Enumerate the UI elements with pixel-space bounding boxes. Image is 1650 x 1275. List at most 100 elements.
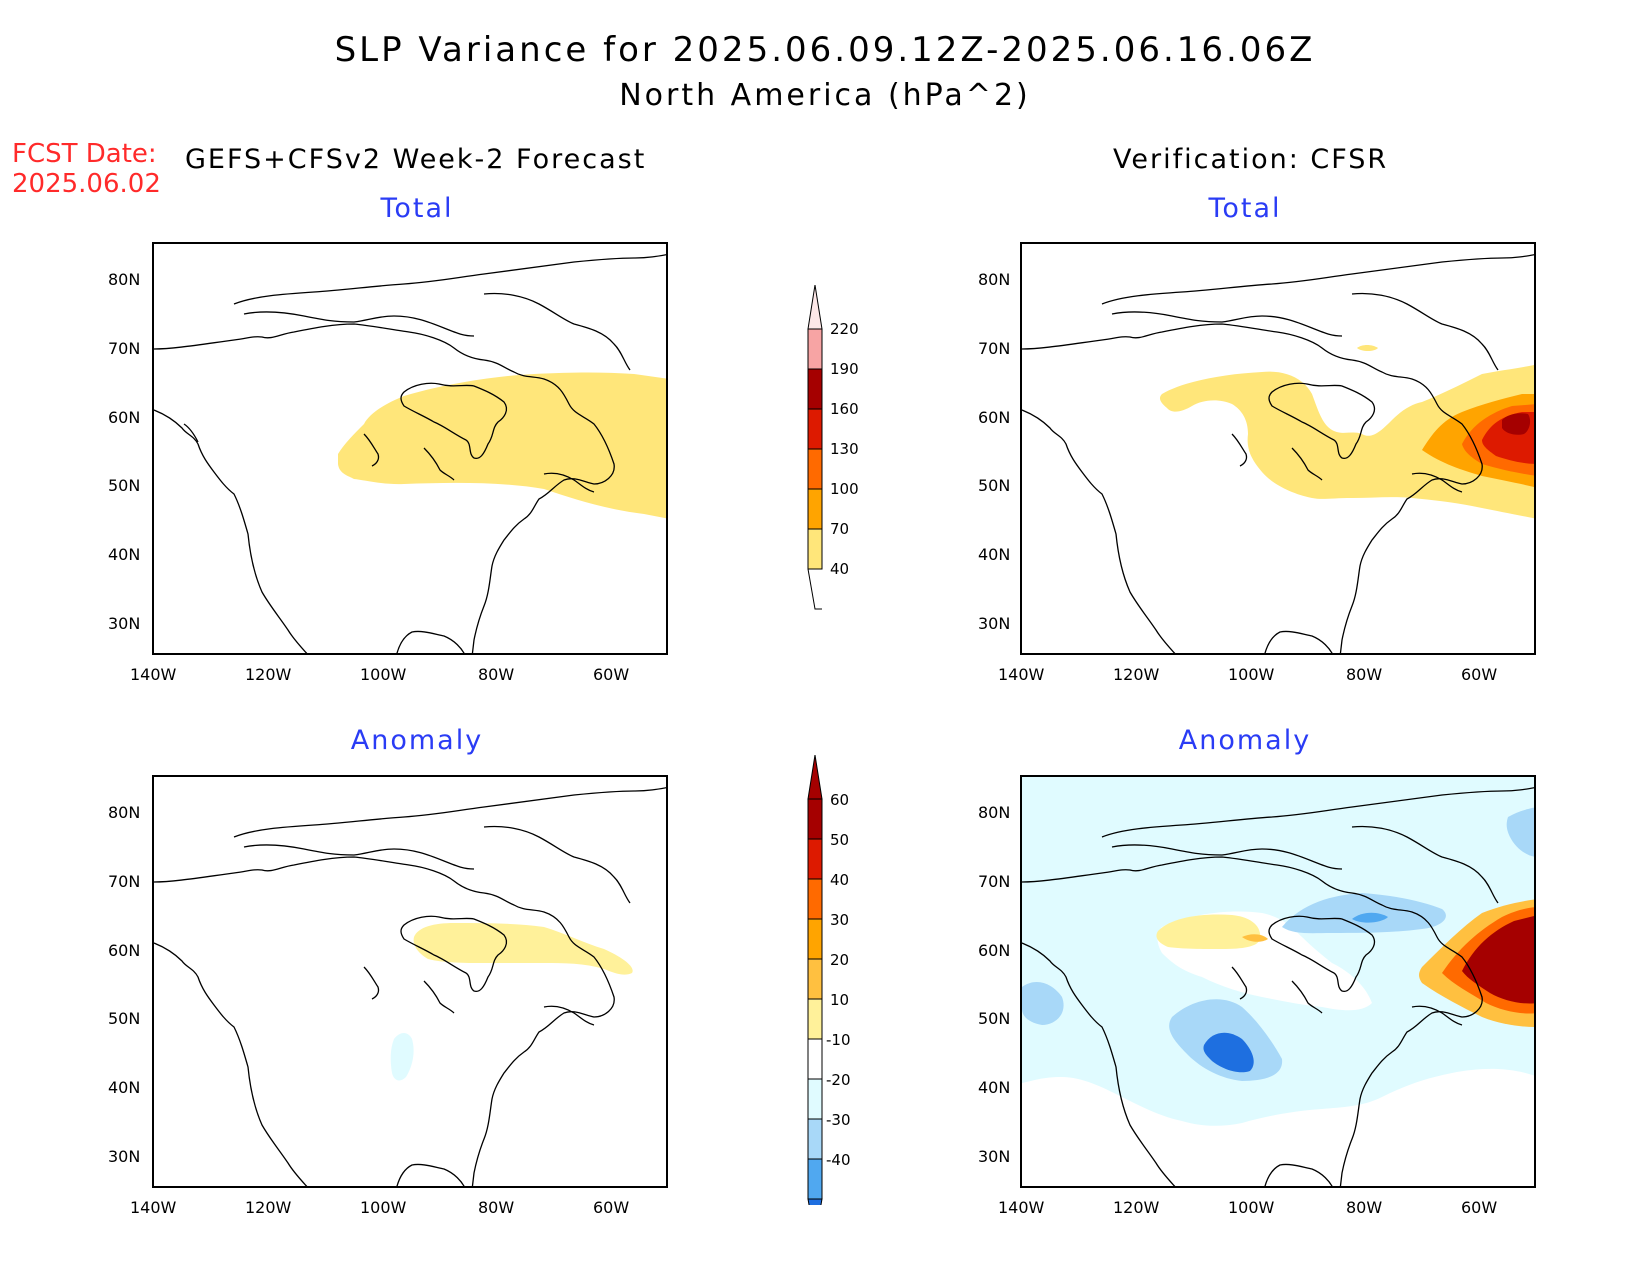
lon-tick: 60W <box>1461 1198 1498 1217</box>
colorbar-segment <box>807 448 823 490</box>
map-forecast-total <box>152 242 668 655</box>
colorbar-anomaly-label: 60 <box>830 791 850 809</box>
colorbar-total-label: 220 <box>830 320 859 338</box>
lat-tick: 80N <box>978 803 1011 822</box>
lon-tick: 140W <box>130 1198 177 1217</box>
lon-tick: 140W <box>998 665 1045 684</box>
lat-tick: 40N <box>108 1078 141 1097</box>
colorbar-anomaly-label: 40 <box>830 871 850 889</box>
lon-tick: 120W <box>1113 1198 1160 1217</box>
colorbar-segment <box>807 285 823 330</box>
colorbar-segment <box>807 408 823 450</box>
lon-tick: 100W <box>1228 665 1275 684</box>
colorbar-anomaly-label: -30 <box>826 1111 851 1129</box>
lat-tick: 60N <box>978 408 1011 427</box>
lat-tick: 60N <box>108 941 141 960</box>
colorbar-total-label: 40 <box>830 560 850 578</box>
colorbar-segment <box>807 958 823 1000</box>
lat-tick: 70N <box>108 872 141 891</box>
lat-tick: 30N <box>108 1147 141 1166</box>
colorbar-segment <box>807 1118 823 1160</box>
forecast-column-header: GEFS+CFSv2 Week-2 Forecast <box>185 144 647 175</box>
lat-tick: 40N <box>978 545 1011 564</box>
lat-tick: 60N <box>108 408 141 427</box>
colorbar-total-label: 130 <box>830 440 859 458</box>
map-forecast-anomaly <box>152 775 668 1188</box>
colorbar-total-label: 160 <box>830 400 859 418</box>
colorbar-segment <box>807 568 822 610</box>
lat-tick: 80N <box>978 270 1011 289</box>
variance-shading <box>1159 364 1534 519</box>
colorbar-anomaly-label: 50 <box>830 831 850 849</box>
colorbar-segment <box>807 488 823 530</box>
panel-title-verification-anomaly: Anomaly <box>1178 725 1312 756</box>
lon-tick: 120W <box>245 665 292 684</box>
lon-tick: 100W <box>360 665 407 684</box>
anomaly-shading-negative <box>390 1033 414 1081</box>
colorbar-total-label: 190 <box>830 360 859 378</box>
lat-tick: 40N <box>978 1078 1011 1097</box>
colorbar-segment <box>807 998 823 1040</box>
lat-tick: 30N <box>978 614 1011 633</box>
colorbar-segment <box>807 1198 823 1205</box>
colorbar-total-label: 70 <box>830 520 850 538</box>
panel-title-forecast-total: Total <box>380 193 454 224</box>
panel-title-forecast-anomaly: Anomaly <box>350 725 484 756</box>
main-title: SLP Variance for 2025.06.09.12Z-2025.06.… <box>334 30 1316 70</box>
lon-tick: 80W <box>1346 1198 1383 1217</box>
map-verification-total <box>1020 242 1536 655</box>
lon-tick: 80W <box>1346 665 1383 684</box>
lon-tick: 80W <box>478 1198 515 1217</box>
lon-tick: 60W <box>593 1198 630 1217</box>
colorbar-segment <box>807 838 823 880</box>
fcst-date-label: FCST Date: <box>12 139 157 169</box>
lon-tick: 100W <box>360 1198 407 1217</box>
subtitle: North America (hPa^2) <box>619 78 1031 113</box>
colorbar-segment <box>807 878 823 920</box>
map-verification-anomaly <box>1020 775 1536 1188</box>
lat-tick: 50N <box>978 476 1011 495</box>
lon-tick: 140W <box>998 1198 1045 1217</box>
colorbar-segment <box>807 368 823 410</box>
lat-tick: 70N <box>978 339 1011 358</box>
colorbar-total-label: 100 <box>830 480 859 498</box>
lat-tick: 30N <box>978 1147 1011 1166</box>
colorbar-segment <box>807 328 823 370</box>
lon-tick: 60W <box>593 665 630 684</box>
panel-title-verification-total: Total <box>1208 193 1282 224</box>
colorbar-segment <box>807 798 823 840</box>
colorbar-anomaly-label: 20 <box>830 951 850 969</box>
colorbar-anomaly-label: -40 <box>826 1151 851 1169</box>
lon-tick: 140W <box>130 665 177 684</box>
variance-shading <box>338 372 666 519</box>
lon-tick: 100W <box>1228 1198 1275 1217</box>
lat-tick: 60N <box>978 941 1011 960</box>
colorbar-anomaly-label: -10 <box>826 1031 851 1049</box>
lat-tick: 50N <box>978 1009 1011 1028</box>
lon-tick: 60W <box>1461 665 1498 684</box>
lat-tick: 30N <box>108 614 141 633</box>
verification-column-header: Verification: CFSR <box>1113 144 1389 175</box>
lat-tick: 70N <box>978 872 1011 891</box>
lat-tick: 80N <box>108 803 141 822</box>
colorbar-anomaly-label: -20 <box>826 1071 851 1089</box>
lat-tick: 50N <box>108 476 141 495</box>
lat-tick: 80N <box>108 270 141 289</box>
colorbar-segment <box>807 1078 823 1120</box>
colorbar-segment <box>807 1038 823 1080</box>
fcst-date-value: 2025.06.02 <box>12 169 161 199</box>
lon-tick: 120W <box>1113 665 1160 684</box>
colorbar-segment <box>807 1158 823 1200</box>
lon-tick: 120W <box>245 1198 292 1217</box>
lat-tick: 40N <box>108 545 141 564</box>
colorbar-segment <box>807 528 823 570</box>
lon-tick: 80W <box>478 665 515 684</box>
colorbar-segment <box>807 918 823 960</box>
lat-tick: 70N <box>108 339 141 358</box>
colorbar-total <box>800 285 880 615</box>
anomaly-shading-positive <box>413 923 633 975</box>
colorbar-anomaly-label: 10 <box>830 991 850 1009</box>
colorbar-anomaly-label: 30 <box>830 911 850 929</box>
colorbar-anomaly <box>800 755 880 1205</box>
lat-tick: 50N <box>108 1009 141 1028</box>
